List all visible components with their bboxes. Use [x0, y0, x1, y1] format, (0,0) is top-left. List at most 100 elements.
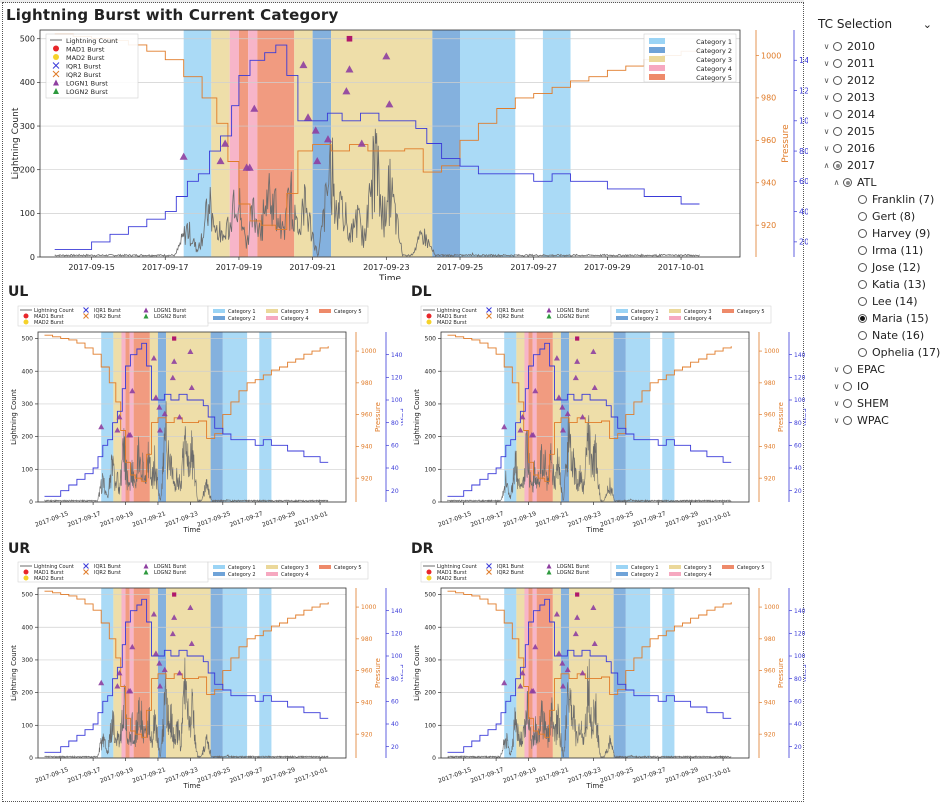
chevron-down-icon[interactable]: ∨: [833, 416, 840, 425]
radio-button[interactable]: [858, 314, 867, 323]
legend-circle-icon: [53, 45, 59, 52]
radio-button[interactable]: [833, 76, 842, 85]
dr-chart[interactable]: 0 100 200 300 400 500 920 940 960 980 1000 Pressure…: [411, 558, 806, 790]
mad1-burst-marker: [575, 592, 580, 597]
radio-button[interactable]: [858, 229, 867, 238]
chevron-down-icon[interactable]: ⌄: [922, 17, 932, 31]
logn1-burst-marker: [169, 374, 176, 381]
legend-triangle-icon: [546, 569, 552, 575]
chevron-down-icon[interactable]: ∨: [823, 42, 830, 51]
radio-button[interactable]: [843, 178, 852, 187]
radio-button[interactable]: [833, 144, 842, 153]
radio-button[interactable]: [833, 42, 842, 51]
logn1-burst-marker: [150, 611, 157, 617]
radio-button[interactable]: [858, 331, 867, 340]
chevron-down-icon[interactable]: ∨: [823, 93, 830, 102]
slicer-year-2012[interactable]: ∨ 2012: [818, 72, 946, 89]
pressure-tick-label: 940: [761, 179, 776, 188]
slicer-year-2017[interactable]: ∧ 2017: [818, 157, 946, 174]
radio-button[interactable]: [833, 59, 842, 68]
slicer-storm-item[interactable]: Harvey (9): [818, 225, 946, 242]
logn1-burst-marker: [129, 643, 136, 650]
chevron-down-icon[interactable]: ∨: [823, 76, 830, 85]
logn1-burst-marker: [574, 358, 581, 364]
slicer-storm-item[interactable]: Lee (14): [818, 293, 946, 310]
slicer-year-2010[interactable]: ∨ 2010: [818, 38, 946, 55]
slicer-storm-item[interactable]: Irma (11): [818, 242, 946, 259]
radio-button[interactable]: [833, 127, 842, 136]
slicer-basin-shem[interactable]: ∨ SHEM: [818, 395, 946, 412]
chevron-down-icon[interactable]: ∨: [823, 110, 830, 119]
ur-chart[interactable]: 0 100 200 300 400 500 920 940 960 980 1000 Pressure…: [8, 558, 403, 790]
slicer-year-2014[interactable]: ∨ 2014: [818, 106, 946, 123]
chevron-up-icon[interactable]: ∧: [833, 178, 840, 187]
legend-label: Category 1: [696, 38, 732, 46]
radio-button[interactable]: [858, 246, 867, 255]
slicer-storm-item[interactable]: Jose (12): [818, 259, 946, 276]
pressure-tick-label: 920: [361, 475, 373, 482]
slicer-storm-item[interactable]: Katia (13): [818, 276, 946, 293]
radio-button[interactable]: [858, 195, 867, 204]
radio-button[interactable]: [858, 348, 867, 357]
slicer-basin-atl[interactable]: ∧ ATL: [818, 174, 946, 191]
chevron-down-icon[interactable]: ∨: [833, 365, 840, 374]
radio-button[interactable]: [843, 416, 852, 425]
slicer-basin-wpac[interactable]: ∨ WPAC: [818, 412, 946, 429]
radio-button[interactable]: [858, 280, 867, 289]
legend-swatch: [319, 309, 331, 313]
slicer-storm-item[interactable]: Nate (16): [818, 327, 946, 344]
category-span: [133, 588, 150, 758]
legend-label: LOGN1 Burst: [154, 308, 186, 314]
chevron-down-icon[interactable]: ∨: [823, 144, 830, 153]
radio-button[interactable]: [833, 110, 842, 119]
chevron-down-icon[interactable]: ∨: [823, 59, 830, 68]
dl-chart[interactable]: 0 100 200 300 400 500 920 940 960 980 1000 Pressure…: [411, 302, 806, 534]
radio-button[interactable]: [843, 382, 852, 391]
plot-frame: [37, 331, 347, 503]
ul-chart[interactable]: 0 100 200 300 400 500 920 940 960 980 1000 Pressure…: [8, 302, 403, 534]
radio-button[interactable]: [843, 399, 852, 408]
x-tick-label: 2017-09-25: [599, 510, 634, 529]
pressure-tick-label: 940: [361, 443, 373, 450]
category-span: [125, 588, 130, 758]
pressure-tick-label: 920: [761, 221, 776, 230]
logn1-burst-marker: [564, 410, 571, 417]
pressure-tick-label: 960: [361, 668, 373, 675]
legend-swatch: [649, 74, 665, 80]
radio-button[interactable]: [858, 297, 867, 306]
pressure-tick-label: 1000: [761, 51, 781, 60]
radio-button[interactable]: [858, 212, 867, 221]
slicer-header[interactable]: TC Selection ⌄: [818, 17, 946, 31]
wind-tick-label: 20: [794, 488, 802, 495]
radio-button[interactable]: [833, 161, 842, 170]
slicer-storm-item[interactable]: Gert (8): [818, 208, 946, 225]
slicer-storm-item[interactable]: Maria (15): [818, 310, 946, 327]
slicer-year-2016[interactable]: ∨ 2016: [818, 140, 946, 157]
radio-button[interactable]: [843, 365, 852, 374]
legend-label: MAD2 Burst: [437, 576, 467, 582]
slicer-year-2011[interactable]: ∨ 2011: [818, 55, 946, 72]
radio-button[interactable]: [858, 263, 867, 272]
y-tick-label: 500: [425, 592, 437, 599]
slicer-basin-io[interactable]: ∨ IO: [818, 378, 946, 395]
slicer-storm-item[interactable]: Franklin (7): [818, 191, 946, 208]
radio-button[interactable]: [833, 93, 842, 102]
main-chart[interactable]: 0 100 200 300 400 500 920 940 960 980 1000 Pressure…: [8, 28, 808, 280]
legend-label: Category 4: [281, 572, 309, 578]
chevron-down-icon[interactable]: ∨: [833, 382, 840, 391]
slicer-year-2013[interactable]: ∨ 2013: [818, 89, 946, 106]
chevron-up-icon[interactable]: ∧: [823, 161, 830, 170]
x-tick-label: 2017-10-01: [697, 766, 732, 785]
slicer-basin-epac[interactable]: ∨ EPAC: [818, 361, 946, 378]
slicer-item-label: Harvey (9): [872, 227, 931, 240]
slicer-year-2015[interactable]: ∨ 2015: [818, 123, 946, 140]
pressure-tick-label: 980: [764, 380, 776, 387]
chevron-down-icon[interactable]: ∨: [823, 127, 830, 136]
chevron-down-icon[interactable]: ∨: [833, 399, 840, 408]
logn1-burst-marker: [188, 640, 195, 646]
slicer-storm-item[interactable]: Ophelia (17): [818, 344, 946, 361]
x-tick-label: 2017-09-27: [632, 510, 667, 529]
x-tick-label: 2017-09-21: [534, 766, 569, 785]
logn1-burst-marker: [221, 139, 230, 147]
x-tick-label: 2017-10-01: [294, 766, 329, 785]
